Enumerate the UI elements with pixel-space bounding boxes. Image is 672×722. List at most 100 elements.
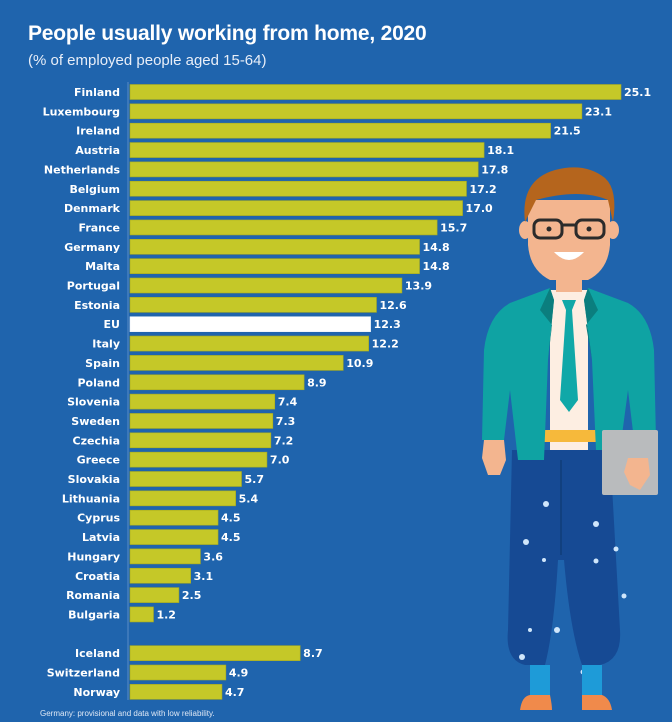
value-label-spain: 10.9 <box>346 357 373 370</box>
category-label-cyprus: Cyprus <box>77 512 120 525</box>
category-label-bulgaria: Bulgaria <box>68 608 120 621</box>
bar-romania <box>129 587 180 603</box>
bar-czechia <box>129 432 272 449</box>
bar-portugal <box>129 277 403 294</box>
right-hand <box>624 458 650 490</box>
bar-germany <box>129 239 420 255</box>
category-label-belgium: Belgium <box>69 183 120 196</box>
bar-finland <box>129 84 622 100</box>
value-label-italy: 12.2 <box>372 338 399 351</box>
bar-bulgaria <box>129 606 154 623</box>
value-label-czechia: 7.2 <box>274 434 294 447</box>
right-shoe <box>582 695 612 710</box>
footnote: Germany: provisional and data with low r… <box>40 709 215 718</box>
value-label-germany: 14.8 <box>423 241 450 254</box>
bar-croatia <box>129 567 191 584</box>
chart-subtitle: (% of employed people aged 15-64) <box>28 52 267 69</box>
category-label-croatia: Croatia <box>75 570 120 583</box>
bar-spain <box>129 355 344 371</box>
bar-eu <box>129 316 371 333</box>
value-label-netherlands: 17.8 <box>481 163 508 176</box>
bar-belgium <box>129 180 467 197</box>
category-label-poland: Poland <box>77 376 120 389</box>
value-label-slovakia: 5.7 <box>245 473 265 486</box>
value-label-latvia: 4.5 <box>221 531 241 544</box>
left-shoe <box>520 695 552 710</box>
right-sock <box>582 665 602 697</box>
smile <box>554 252 584 260</box>
glasses <box>532 218 606 240</box>
category-label-france: France <box>79 221 120 234</box>
bar-denmark <box>129 200 463 216</box>
bar-iceland <box>129 645 301 661</box>
value-label-slovenia: 7.4 <box>278 396 298 409</box>
bar-norway <box>129 684 223 700</box>
category-label-czechia: Czechia <box>73 434 120 447</box>
bar-slovenia <box>129 393 276 410</box>
tie <box>560 300 578 412</box>
bar-italy <box>129 335 369 352</box>
value-label-ireland: 21.5 <box>554 125 581 138</box>
category-label-finland: Finland <box>74 86 120 99</box>
value-label-hungary: 3.6 <box>203 550 223 563</box>
value-label-austria: 18.1 <box>487 144 514 157</box>
value-label-romania: 2.5 <box>182 589 202 602</box>
category-label-netherlands: Netherlands <box>44 163 121 176</box>
value-label-malta: 14.8 <box>423 260 450 273</box>
jacket <box>482 288 656 460</box>
chart-title: People usually working from home, 2020 <box>28 22 427 45</box>
bar-luxembourg <box>129 103 583 120</box>
value-label-lithuania: 5.4 <box>239 492 259 505</box>
category-label-malta: Malta <box>85 260 120 273</box>
man-illustration <box>482 167 658 710</box>
category-label-greece: Greece <box>77 454 120 467</box>
value-label-sweden: 7.3 <box>276 415 296 428</box>
value-label-eu: 12.3 <box>374 318 401 331</box>
category-label-romania: Romania <box>66 589 120 602</box>
belt <box>542 430 598 442</box>
right-eye <box>586 226 592 232</box>
bar-ireland <box>129 122 551 139</box>
category-label-norway: Norway <box>73 686 120 699</box>
face <box>528 200 610 280</box>
value-label-croatia: 3.1 <box>194 570 214 583</box>
left-eye <box>546 226 552 232</box>
value-label-estonia: 12.6 <box>379 299 406 312</box>
value-label-denmark: 17.0 <box>466 202 493 215</box>
value-label-switzerland: 4.9 <box>229 667 249 680</box>
value-label-finland: 25.1 <box>624 86 651 99</box>
value-label-iceland: 8.7 <box>303 647 323 660</box>
value-label-cyprus: 4.5 <box>221 512 241 525</box>
bar-cyprus <box>129 509 219 526</box>
value-label-portugal: 13.9 <box>405 280 432 293</box>
bar-greece <box>129 451 268 468</box>
pajama-pants <box>507 450 621 665</box>
bar-france <box>129 219 438 236</box>
category-label-lithuania: Lithuania <box>62 492 120 505</box>
category-label-slovakia: Slovakia <box>68 473 120 486</box>
category-label-denmark: Denmark <box>64 202 121 215</box>
bar-malta <box>129 258 420 274</box>
value-label-france: 15.7 <box>440 221 467 234</box>
category-label-hungary: Hungary <box>67 550 120 563</box>
category-label-luxembourg: Luxembourg <box>43 105 120 118</box>
bar-austria <box>129 142 485 158</box>
value-label-bulgaria: 1.2 <box>156 608 176 621</box>
category-label-portugal: Portugal <box>67 280 120 293</box>
category-label-sweden: Sweden <box>71 415 120 428</box>
hair <box>524 167 615 222</box>
bar-lithuania <box>129 490 236 507</box>
left-sock <box>530 665 550 697</box>
category-label-slovenia: Slovenia <box>67 396 120 409</box>
bar-sweden <box>129 413 274 429</box>
bar-switzerland <box>129 664 227 681</box>
left-hand <box>482 440 506 475</box>
category-label-ireland: Ireland <box>76 125 120 138</box>
category-label-switzerland: Switzerland <box>47 667 120 680</box>
category-label-estonia: Estonia <box>74 299 120 312</box>
bar-latvia <box>129 529 219 545</box>
value-label-greece: 7.0 <box>270 454 290 467</box>
bar-poland <box>129 374 305 391</box>
value-label-norway: 4.7 <box>225 686 245 699</box>
